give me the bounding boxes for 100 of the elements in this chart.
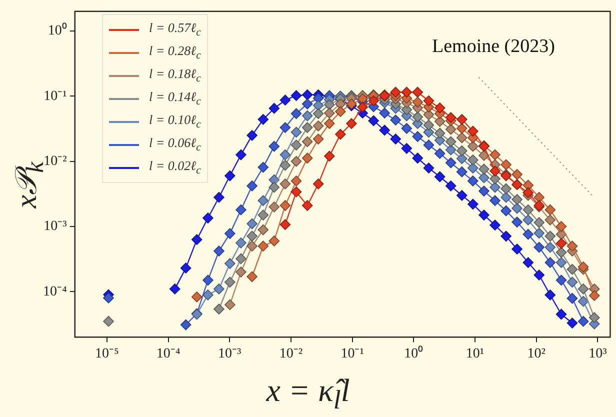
point xyxy=(280,94,291,106)
point xyxy=(258,210,269,220)
point xyxy=(445,157,456,168)
point xyxy=(456,114,468,125)
point xyxy=(302,110,313,122)
point xyxy=(180,319,192,330)
point xyxy=(556,308,567,320)
point xyxy=(412,112,424,122)
point xyxy=(312,178,324,190)
point xyxy=(512,202,522,214)
point xyxy=(324,150,335,162)
point xyxy=(412,152,424,164)
point xyxy=(191,234,202,245)
point xyxy=(324,108,335,118)
legend-label: l = 0.28ℓ$_{c}$ xyxy=(149,43,201,62)
point xyxy=(445,180,456,192)
point xyxy=(534,270,545,280)
point xyxy=(423,95,434,106)
point xyxy=(556,257,567,268)
point xyxy=(236,266,246,278)
x-tick-label: 10¹ xyxy=(466,346,484,362)
point xyxy=(214,304,224,314)
point xyxy=(434,116,446,127)
point xyxy=(280,149,291,160)
point xyxy=(456,153,468,164)
point xyxy=(512,169,522,180)
point xyxy=(544,257,556,268)
point xyxy=(214,192,224,203)
point xyxy=(368,95,379,106)
point xyxy=(290,126,302,138)
point xyxy=(202,274,214,286)
point xyxy=(236,149,246,160)
point xyxy=(224,276,236,288)
point xyxy=(478,172,490,184)
point xyxy=(478,210,490,220)
point xyxy=(280,178,291,190)
point xyxy=(302,89,313,100)
point xyxy=(478,150,490,161)
point xyxy=(468,162,478,174)
point xyxy=(544,242,556,253)
point xyxy=(412,96,424,108)
point xyxy=(290,140,302,150)
point xyxy=(335,106,346,117)
point xyxy=(224,228,236,239)
point xyxy=(290,186,302,198)
point xyxy=(512,194,522,205)
point xyxy=(312,134,324,144)
point xyxy=(534,217,545,228)
point xyxy=(268,102,280,114)
legend-label: l = 0.10ℓ$_{c}$ xyxy=(149,112,201,131)
point xyxy=(390,86,402,98)
point xyxy=(500,205,512,216)
point xyxy=(456,132,468,144)
point xyxy=(302,152,313,164)
x-tick-label: 10² xyxy=(527,346,546,362)
x-tick-label: 10⁻¹ xyxy=(340,346,364,362)
point xyxy=(346,118,357,129)
x-tick-label: 10⁻⁴ xyxy=(156,346,180,362)
point xyxy=(445,136,456,148)
point xyxy=(412,131,424,142)
point xyxy=(456,145,468,156)
point xyxy=(258,224,269,236)
point xyxy=(180,262,192,274)
point xyxy=(224,170,236,182)
y-tick-label: 10⁻³ xyxy=(44,219,67,234)
point xyxy=(290,176,302,186)
point xyxy=(246,240,258,252)
point xyxy=(588,312,600,323)
legend-label: l = 0.06ℓ$_{c}$ xyxy=(149,135,201,154)
point xyxy=(544,204,556,216)
point xyxy=(588,290,600,301)
point xyxy=(522,187,534,198)
point xyxy=(258,240,269,252)
point xyxy=(324,99,335,110)
point xyxy=(468,198,478,210)
point xyxy=(401,142,412,154)
point xyxy=(214,246,224,256)
point xyxy=(566,240,578,252)
point xyxy=(522,228,534,240)
point xyxy=(302,136,313,148)
point xyxy=(490,195,500,206)
point xyxy=(202,290,214,300)
point xyxy=(224,258,236,269)
point xyxy=(445,112,456,123)
point xyxy=(490,149,500,160)
point xyxy=(268,201,280,212)
point xyxy=(434,148,446,159)
x-axis-title: x = κ̂$_{l}$l xyxy=(264,372,351,416)
point xyxy=(246,230,258,242)
point xyxy=(522,204,534,216)
point xyxy=(214,284,224,294)
point xyxy=(578,261,589,272)
point xyxy=(401,123,412,134)
point xyxy=(280,122,291,133)
x-tick-label: 10⁻³ xyxy=(218,346,242,362)
point xyxy=(468,154,478,166)
point xyxy=(357,93,368,104)
point xyxy=(368,115,379,126)
point xyxy=(478,164,490,174)
point xyxy=(412,86,424,98)
